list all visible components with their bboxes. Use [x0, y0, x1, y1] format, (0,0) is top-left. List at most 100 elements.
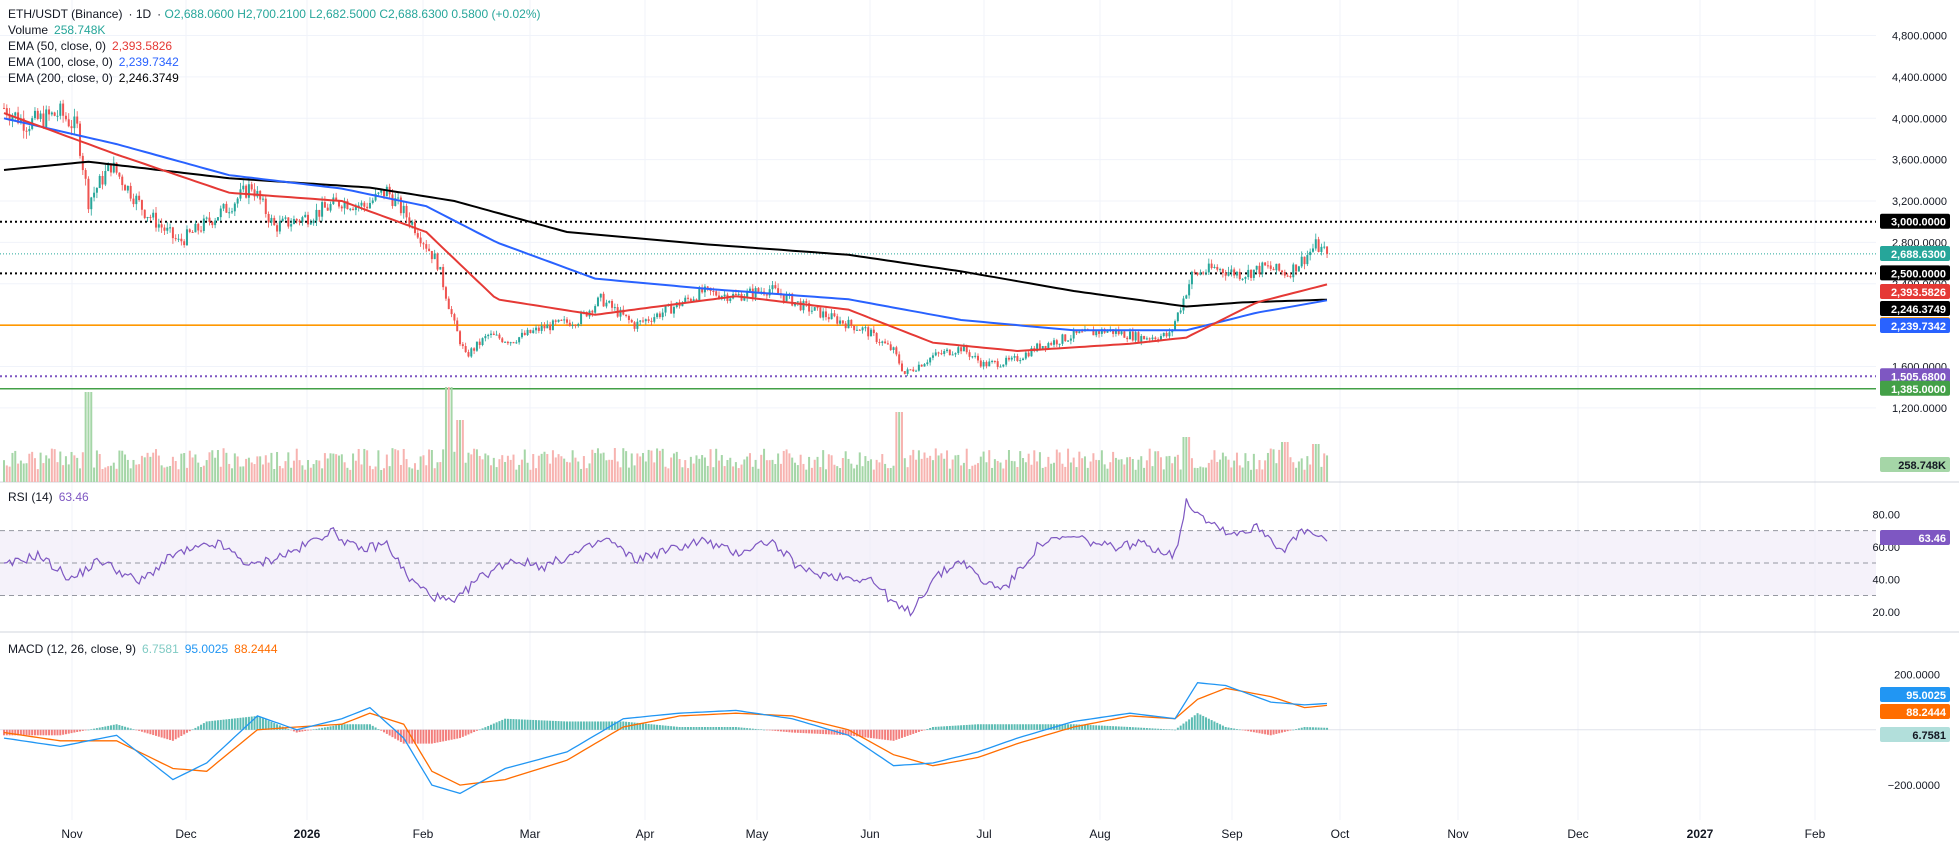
- macd-histogram-bar: [777, 729, 780, 732]
- volume-bar: [816, 456, 819, 482]
- macd-histogram-bar: [1157, 728, 1160, 730]
- candle-body: [495, 334, 498, 336]
- volume-bar: [276, 451, 279, 482]
- candle-body: [1069, 338, 1072, 341]
- macd-histogram-bar: [605, 721, 608, 730]
- candle-body: [1061, 334, 1064, 344]
- volume-bar: [335, 454, 338, 482]
- macd-histogram-bar: [1005, 724, 1008, 730]
- macd-histogram-bar: [1165, 729, 1168, 730]
- candle-body: [264, 198, 267, 214]
- macd-histogram-bar: [1081, 724, 1084, 730]
- volume-bar: [996, 460, 999, 482]
- volume-bar: [903, 458, 906, 482]
- volume-bar: [428, 449, 431, 482]
- candle-body: [931, 355, 934, 358]
- volume-bar: [295, 448, 298, 482]
- candle-body: [157, 224, 160, 228]
- volume-bar: [855, 464, 858, 482]
- price-candles[interactable]: [3, 99, 1329, 377]
- interval-label[interactable]: 1D: [135, 7, 152, 21]
- volume-bar: [197, 462, 200, 482]
- macd-histogram-bar: [540, 720, 543, 730]
- candle-body: [307, 214, 310, 225]
- volume-bar: [850, 463, 853, 482]
- candle-body: [982, 361, 985, 367]
- macd-histogram-bar: [321, 727, 324, 730]
- macd-histogram-bar: [1117, 726, 1120, 730]
- candle-body: [979, 360, 982, 367]
- macd-histogram-bar: [684, 727, 687, 730]
- volume-bar: [1120, 459, 1123, 482]
- volume-bar: [535, 468, 538, 482]
- candle-body: [1213, 266, 1216, 268]
- volume-bar: [512, 454, 515, 482]
- volume-bar: [59, 451, 62, 482]
- macd-histogram-bar: [709, 727, 712, 730]
- candle-body: [878, 342, 881, 344]
- volume-bar: [14, 450, 17, 482]
- volume-bar: [633, 465, 636, 482]
- macd-histogram-bar: [261, 718, 264, 730]
- volume-bar: [1278, 449, 1281, 482]
- candle-body: [1266, 265, 1269, 267]
- candle-body: [695, 299, 698, 301]
- candle-body: [934, 352, 937, 356]
- macd-histogram-bar: [689, 727, 692, 730]
- candle-body: [281, 218, 284, 222]
- macd-histogram-bar: [467, 729, 470, 735]
- macd-histogram-bar: [754, 728, 757, 730]
- candle-body: [1143, 336, 1146, 340]
- macd-histogram-bar: [360, 724, 363, 730]
- volume-bar: [1109, 462, 1112, 482]
- candle-body: [245, 185, 248, 198]
- macd-histogram-bar: [433, 729, 436, 744]
- candle-body: [447, 298, 450, 310]
- macd-pane[interactable]: [0, 682, 1876, 795]
- ema-lines[interactable]: [3, 112, 1328, 353]
- volume-bar: [1064, 466, 1067, 482]
- rsi-pane[interactable]: [0, 498, 1876, 617]
- candle-body: [951, 354, 954, 356]
- candle-body: [968, 352, 971, 357]
- candle-body: [318, 209, 321, 217]
- macd-histogram-bar: [760, 729, 763, 730]
- volume-bar: [982, 451, 985, 482]
- volume-bar: [461, 420, 464, 482]
- candle-body: [335, 197, 338, 201]
- candle-body: [459, 331, 462, 345]
- volume-bar: [50, 448, 53, 482]
- candle-body: [115, 162, 118, 173]
- candle-body: [1036, 343, 1039, 352]
- volume-bar: [28, 453, 31, 482]
- candle-body: [509, 342, 512, 344]
- volume-bar: [267, 462, 270, 482]
- volume-bar: [495, 467, 498, 482]
- candle-body: [11, 115, 14, 121]
- candle-body: [827, 317, 830, 320]
- candle-body: [442, 266, 445, 288]
- volume-bar: [1123, 464, 1126, 482]
- horizontal-levels[interactable]: [0, 220, 1876, 390]
- volume-bar: [360, 464, 363, 482]
- macd-histogram-bar: [734, 727, 737, 730]
- volume-bar: [388, 466, 391, 482]
- candle-body: [104, 170, 107, 185]
- candle-body: [1030, 348, 1033, 357]
- volume-bar: [374, 466, 377, 482]
- candle-body: [870, 329, 873, 337]
- candle-body: [757, 288, 760, 292]
- level-price-tag-bg: [1880, 213, 1950, 229]
- macd-histogram-bar: [45, 729, 48, 736]
- volume-tag: 258.748K: [1898, 460, 1946, 472]
- macd-histogram-bar: [1083, 724, 1086, 730]
- macd-histogram-bar: [1058, 724, 1061, 730]
- candle-body: [608, 300, 611, 303]
- volume-bar: [247, 457, 250, 482]
- volume-bar: [870, 459, 873, 482]
- candle-body: [67, 119, 70, 127]
- macd-histogram-bar: [101, 727, 104, 730]
- macd-histogram-bar: [827, 729, 830, 735]
- volume-bar: [774, 464, 777, 482]
